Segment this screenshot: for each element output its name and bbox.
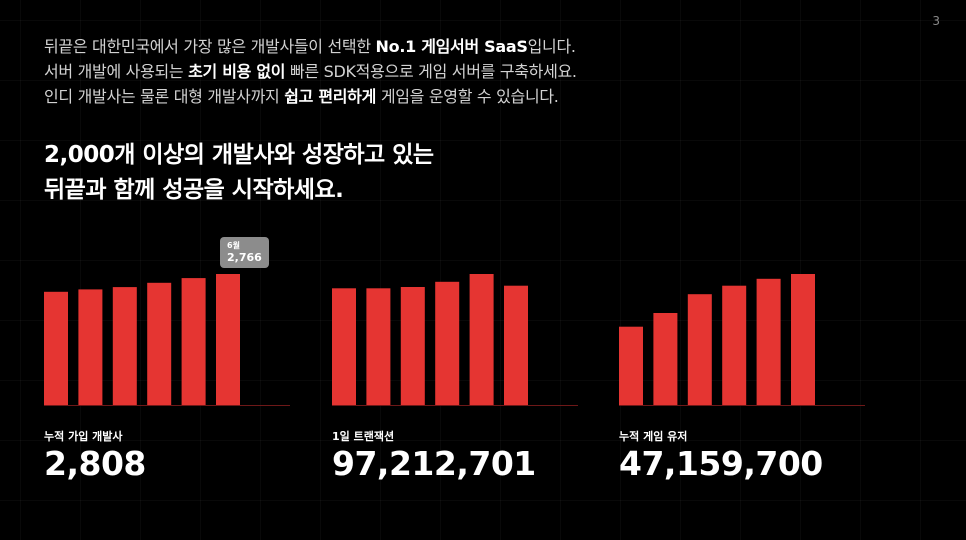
intro-line-1: 뒤끝은 대한민국에서 가장 많은 개발사들이 선택한 No.1 게임서버 Saa… [44, 34, 924, 59]
transactions-bar-3 [400, 287, 425, 405]
users-value: 47,159,700 [619, 444, 823, 483]
intro-text-segment: 서버 개발에 사용되는 [44, 62, 189, 81]
users-label: 누적 게임 유저 [619, 430, 688, 443]
intro-highlight: 쉽고 편리하게 [284, 87, 377, 106]
users-bar-3 [687, 294, 712, 405]
users-bar-4 [722, 285, 747, 405]
transactions-bar-6 [504, 285, 528, 405]
intro-text-segment: 게임을 운영할 수 있습니다. [376, 87, 559, 106]
developers-value: 2,808 [44, 444, 146, 483]
intro-text-segment: 뒤끝은 대한민국에서 가장 많은 개발사들이 선택한 [44, 37, 376, 56]
headline: 2,000개 이상의 개발사와 성장하고 있는 뒤끝과 함께 성공을 시작하세요… [44, 138, 924, 208]
users-chart-panel: 누적 게임 유저 47,159,700 [619, 230, 869, 490]
developers-bar-1 [44, 291, 68, 405]
june-tooltip: 6월 2,766 [220, 237, 269, 268]
intro-line-2: 서버 개발에 사용되는 초기 비용 없이 빠른 SDK적용으로 게임 서버를 구… [44, 59, 924, 84]
headline-line-1: 2,000개 이상의 개발사와 성장하고 있는 [44, 142, 434, 168]
tooltip-month: 6월 [227, 241, 240, 250]
developers-bar-3 [112, 287, 137, 405]
transactions-chart-panel: 1일 트랜잭션 97,212,701 [332, 230, 582, 490]
transactions-bar-2 [366, 288, 391, 405]
intro-text-segment: 빠른 SDK적용으로 게임 서버를 구축하세요. [285, 62, 577, 81]
users-bar-chart [619, 274, 865, 406]
users-bar-5 [756, 278, 781, 405]
developers-bar-5 [181, 278, 206, 405]
transactions-label: 1일 트랜잭션 [332, 430, 395, 443]
transactions-value: 97,212,701 [332, 444, 536, 483]
intro-highlight: 초기 비용 없이 [188, 62, 286, 81]
intro-text: 뒤끝은 대한민국에서 가장 많은 개발사들이 선택한 No.1 게임서버 Saa… [44, 34, 924, 109]
developers-bar-chart [44, 274, 290, 406]
developers-chart-panel: 6월 2,766 누적 가입 개발사 2,808 [44, 230, 294, 490]
developers-bar-4 [147, 282, 172, 405]
transactions-bar-4 [435, 281, 460, 405]
developers-bar-2 [78, 289, 103, 405]
users-bar-1 [619, 326, 643, 405]
headline-line-2: 뒤끝과 함께 성공을 시작하세요. [44, 177, 344, 203]
page-number: 3 [932, 14, 940, 28]
intro-text-segment: 인디 개발사는 물론 대형 개발사까지 [44, 87, 285, 106]
developers-bar-6[interactable] [216, 274, 240, 405]
intro-highlight: No.1 게임서버 SaaS [375, 37, 528, 56]
transactions-bar-chart [332, 274, 578, 406]
transactions-bar-1 [332, 288, 356, 405]
intro-text-segment: 입니다. [527, 37, 576, 56]
users-bar-2 [653, 313, 678, 405]
intro-line-3: 인디 개발사는 물론 대형 개발사까지 쉽고 편리하게 게임을 운영할 수 있습… [44, 84, 924, 109]
users-bar-6 [791, 274, 815, 405]
tooltip-value: 2,766 [227, 251, 262, 264]
transactions-bar-5 [469, 274, 494, 405]
developers-label: 누적 가입 개발사 [44, 430, 123, 443]
